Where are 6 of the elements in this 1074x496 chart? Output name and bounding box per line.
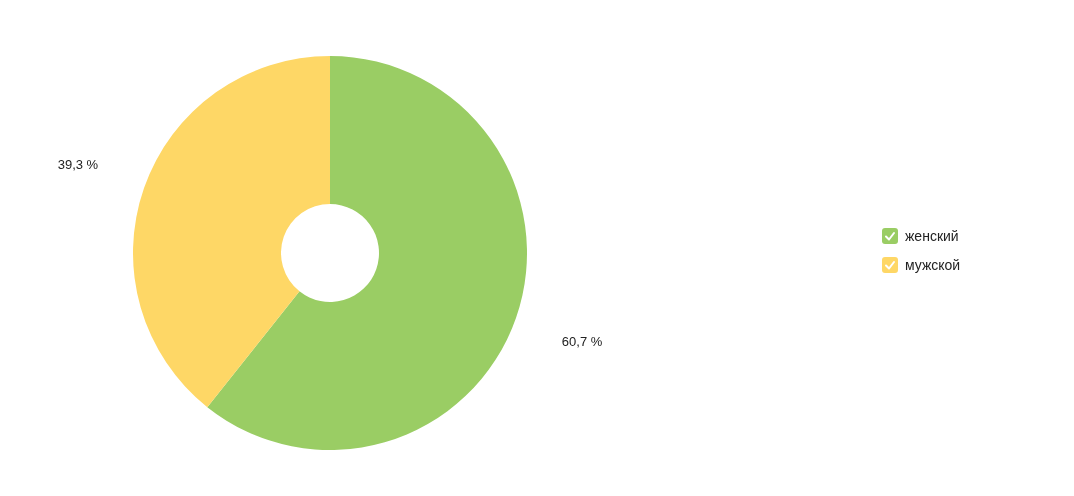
legend-label: мужской bbox=[905, 256, 961, 273]
data-label: 60,7 % bbox=[561, 333, 603, 349]
data-label: 39,3 % bbox=[57, 157, 99, 173]
legend-label: женский bbox=[905, 227, 959, 244]
donut-slice bbox=[133, 56, 330, 408]
donut-slice bbox=[207, 56, 527, 450]
